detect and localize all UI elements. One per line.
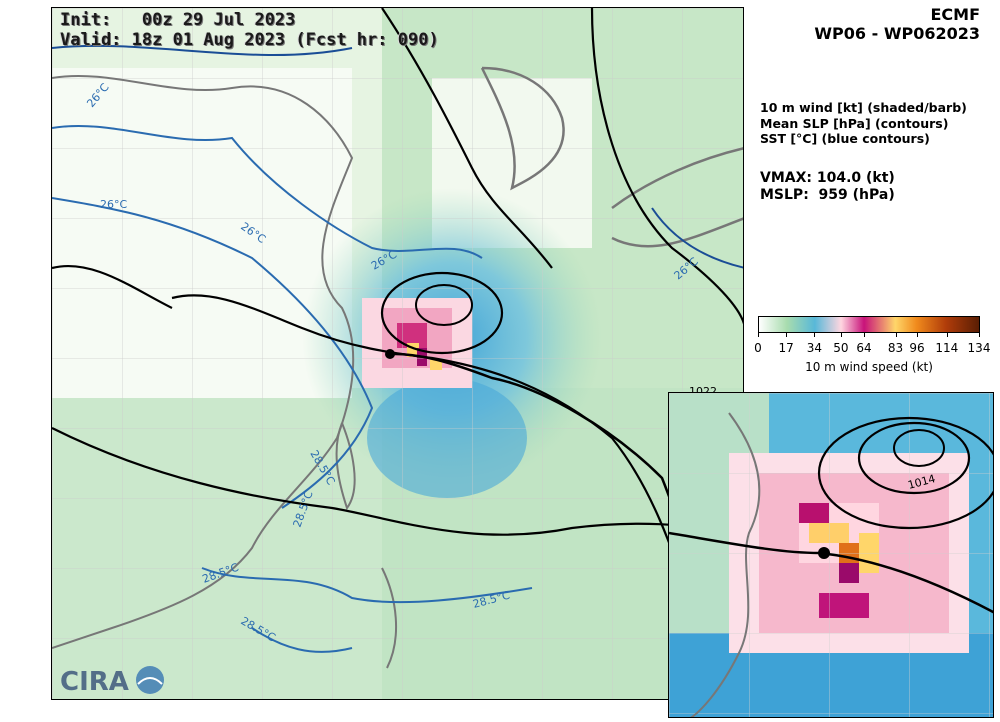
main-map: 26°C 26°C 26°C 26°C 26°C 28.5°C 28.5°C 2…	[51, 7, 744, 700]
init-valid-text: Init: 00z 29 Jul 2023 Valid: 18z 01 Aug 2…	[60, 10, 439, 50]
valid-line: Valid: 18z 01 Aug 2023 (Fcst hr: 090)	[60, 30, 439, 50]
inset-storm-center-icon	[818, 547, 830, 559]
inset-map-canvas: 1014	[669, 393, 993, 717]
colorbar-tick	[946, 333, 948, 337]
colorbar-tick-label: 50	[833, 341, 849, 355]
colorbar-tick	[864, 333, 866, 337]
storm-center-icon	[385, 349, 395, 359]
colorbar-tick-label: 64	[856, 341, 872, 355]
colorbar-ticks: 0 17 34 50 64 83 96 114 134	[754, 333, 990, 363]
colorbar-tick	[758, 333, 759, 337]
colorbar-tick-label: 96	[909, 341, 925, 355]
mslp-text: MSLP: 959 (hPa)	[760, 187, 895, 203]
colorbar-tick-label: 134	[967, 341, 991, 355]
colorbar-tick	[840, 333, 842, 337]
main-map-canvas: 26°C 26°C 26°C 26°C 26°C 28.5°C 28.5°C 2…	[52, 8, 743, 699]
colorbar-tick-label: 34	[806, 341, 822, 355]
inset-map: 1014	[668, 392, 994, 718]
sst-label: 26°C	[100, 198, 127, 211]
storm-id: WP06 - WP062023	[814, 24, 980, 43]
colorbar-tick-label: 83	[887, 341, 904, 355]
colorbar-tick	[814, 333, 816, 337]
colorbar-tick-label: 114	[935, 341, 959, 355]
cira-logo-icon: CIRA	[60, 666, 164, 697]
vmax-text: VMAX: 104.0 (kt)	[760, 170, 895, 186]
desc-line-2: Mean SLP [hPa] (contours)	[760, 115, 949, 131]
model-name: ECMF	[930, 5, 980, 24]
cira-logo: CIRA	[58, 664, 168, 697]
wind-colorbar	[758, 316, 980, 333]
colorbar-tick-label: 17	[778, 341, 794, 355]
colorbar-label: 10 m wind speed (kt)	[805, 360, 933, 374]
colorbar-tick	[917, 333, 919, 337]
desc-line-3: SST [°C] (blue contours)	[760, 131, 930, 146]
field-description: 10 m wind [kt] (shaded/barb) Mean SLP [h…	[760, 100, 967, 147]
logo-text: CIRA	[60, 667, 129, 696]
colorbar-tick	[786, 333, 788, 337]
init-line: Init: 00z 29 Jul 2023	[60, 10, 296, 30]
colorbar-tick	[979, 333, 980, 337]
desc-line-1: 10 m wind [kt] (shaded/barb)	[760, 100, 967, 115]
colorbar-tick	[895, 333, 897, 337]
colorbar-tick-label: 0	[754, 341, 762, 355]
model-title: ECMF WP06 - WP062023	[814, 5, 980, 43]
storm-stats: VMAX: 104.0 (kt) MSLP: 959 (hPa)	[760, 170, 895, 204]
